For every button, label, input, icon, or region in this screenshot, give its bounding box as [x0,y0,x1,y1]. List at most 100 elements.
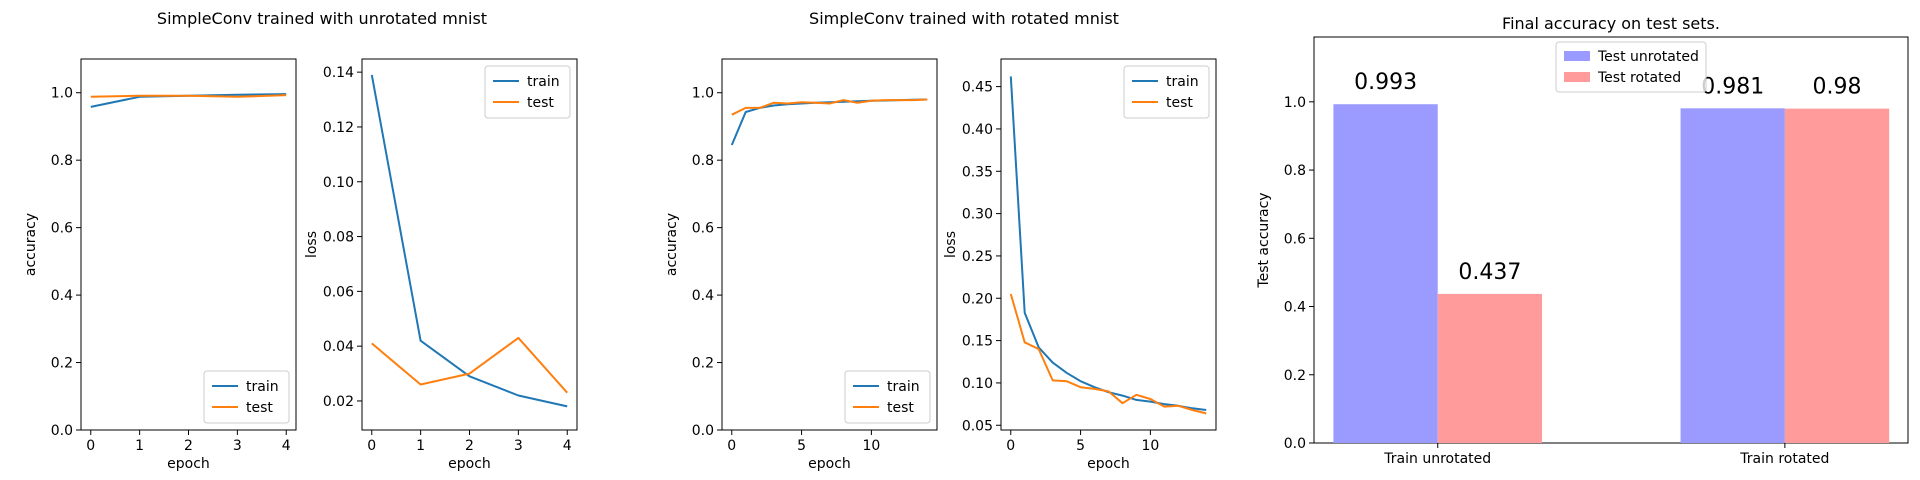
unrot-acc-xtick-label: 0 [86,438,95,454]
final-acc-ytick-label: 0.0 [1284,436,1306,452]
unrot-loss-legend-label-train: train [527,74,560,90]
final-acc-title: Final accuracy on test sets. [1502,14,1720,33]
unrot-acc-ytick-label: 0.8 [51,153,73,169]
rot-loss-xtick-label: 0 [1006,438,1015,454]
unrot-loss-xtick-label: 0 [367,438,376,454]
unrot-loss-chart: 0 1 2 3 4 0.02 0.04 0.06 0.08 0.10 0.12 0.14 loss epo… [304,58,578,472]
final-acc-value-label: 0.993 [1354,70,1417,95]
final-acc-ytick-label: 1.0 [1284,95,1306,111]
final-acc-category-label: Train unrotated [1383,451,1491,467]
unrot-loss-legend-box [484,65,571,119]
rot-loss-ytick-label: 0.15 [962,334,993,350]
unrot-acc-xtick-label: 1 [135,438,144,454]
rot-loss-ytick-label: 0.30 [962,207,993,223]
unrot-loss-ytick-label: 0.08 [323,230,354,246]
final-acc-ytick-label: 0.4 [1284,300,1306,316]
unrot-loss-xtick-label: 4 [563,438,572,454]
unrot-acc-legend-label-train: train [246,379,279,395]
unrot-loss-ytick-label: 0.02 [323,394,354,410]
rot-acc-axes-frame [721,58,938,431]
rot-acc-legend-label-train: train [887,379,920,395]
unrot-acc-ytick-label: 0.0 [51,423,73,439]
rot-loss-xlabel: epoch [1087,456,1130,472]
final-acc-axes-frame [1313,36,1909,444]
unrot-loss-ytick-label: 0.10 [323,175,354,191]
unrot-loss-legend-label-test: test [527,95,554,111]
rot-loss-ytick-label: 0.35 [962,164,993,180]
rot-acc-ytick-label: 1.0 [692,86,714,102]
unrot-loss-ytick-label: 0.04 [323,339,354,355]
final-acc-bar-test-rotated [1784,108,1890,443]
unrot-loss-ylabel: loss [304,231,320,258]
rot-acc-ytick-label: 0.6 [692,221,714,237]
unrot-acc-legend-label-test: test [246,400,273,416]
rot-acc-legend-label-test: test [887,400,914,416]
rot-loss-legend-label-train: train [1166,74,1199,90]
rot-acc-chart: 0 5 10 0.0 0.2 0.4 0.6 0.8 1.0 accuracy epoch train… [664,58,938,472]
final-acc-ytick-label: 0.6 [1284,231,1306,247]
rot-acc-ytick-label: 0.0 [692,423,714,439]
rot-loss-legend-label-test: test [1166,95,1193,111]
rot-loss-ytick-label: 0.40 [962,122,993,138]
unrot-acc-legend-box [203,370,290,424]
final-acc-ytick-label: 0.2 [1284,368,1306,384]
final-acc-ylabel: Test accuracy [1256,192,1272,288]
rot-loss-ytick-label: 0.05 [962,418,993,434]
rot-loss-chart: 0 5 10 0.05 0.10 0.15 0.20 0.25 0.30 0.35 0.40 0.45… [943,58,1217,472]
rot-loss-legend-box [1123,65,1210,119]
unrot-acc-series-test [90,94,287,98]
unrot-loss-xtick-label: 3 [514,438,523,454]
unrot-loss-ytick-label: 0.14 [323,65,354,81]
unrot-acc-xlabel: epoch [167,456,210,472]
unrot-loss-series-test [371,336,568,394]
final-acc-legend-label: Test rotated [1597,70,1681,86]
unrot-acc-ytick-label: 0.2 [51,356,73,372]
rot-acc-ytick-label: 0.2 [692,356,714,372]
rot-acc-xtick-label: 0 [727,438,736,454]
rot-loss-ytick-label: 0.20 [962,291,993,307]
suptitle-unrotated: SimpleConv trained with unrotated mnist [157,9,487,28]
final-acc-ytick-label: 0.8 [1284,163,1306,179]
final-acc-category-label: Train rotated [1739,451,1829,467]
final-acc-bar-test-unrotated [1333,104,1438,443]
rot-loss-series-test [1009,293,1207,415]
rot-loss-series-train [1009,76,1207,411]
final-acc-legend-box [1555,41,1707,93]
unrot-acc-xtick-label: 3 [233,438,242,454]
final-acc-bar-test-rotated [1437,293,1543,443]
rot-acc-ylabel: accuracy [664,213,680,276]
final-acc-legend-swatch [1564,72,1590,82]
final-acc-value-label: 0.98 [1813,75,1862,100]
rot-acc-xlabel: epoch [808,456,851,472]
unrot-acc-ytick-label: 0.4 [51,288,73,304]
rot-loss-ytick-label: 0.10 [962,376,993,392]
rot-acc-legend-box [844,370,931,424]
rot-acc-ytick-label: 0.8 [692,153,714,169]
rot-loss-ytick-label: 0.45 [962,80,993,96]
final-acc-value-label: 0.981 [1701,74,1764,99]
unrot-acc-ytick-label: 0.6 [51,221,73,237]
rot-acc-xtick-label: 10 [862,438,880,454]
unrot-loss-xlabel: epoch [448,456,491,472]
unrot-loss-ytick-label: 0.12 [323,120,354,136]
unrot-acc-chart: 0 1 2 3 4 0.0 0.2 0.4 0.6 0.8 1.0 accuracy epoch trai… [23,58,297,472]
unrot-acc-xtick-label: 2 [184,438,193,454]
unrot-loss-ytick-label: 0.06 [323,284,354,300]
rot-loss-ylabel: loss [943,231,959,258]
unrot-loss-xtick-label: 2 [465,438,474,454]
suptitle-rotated: SimpleConv trained with rotated mnist [809,9,1119,28]
rot-loss-xtick-label: 10 [1141,438,1159,454]
plot-area: 0 1 2 3 4 0.0 0.2 0.4 0.6 0.8 1.0 accuracy epoch trai… [23,14,1909,472]
unrot-acc-ytick-label: 1.0 [51,86,73,102]
unrot-loss-xtick-label: 1 [416,438,425,454]
rot-loss-axes-frame [1000,58,1217,431]
final-acc-bar-test-unrotated [1680,108,1785,444]
rot-loss-ytick-label: 0.25 [962,249,993,265]
final-acc-legend-label: Test unrotated [1597,49,1699,65]
rot-loss-xtick-label: 5 [1076,438,1085,454]
final-acc-chart: 0.993 0.437 Train unrotated 0.981 0.98 Train … [1256,14,1909,467]
unrot-loss-series-train [370,74,568,408]
rot-acc-ytick-label: 0.4 [692,288,714,304]
unrot-acc-xtick-label: 4 [282,438,291,454]
